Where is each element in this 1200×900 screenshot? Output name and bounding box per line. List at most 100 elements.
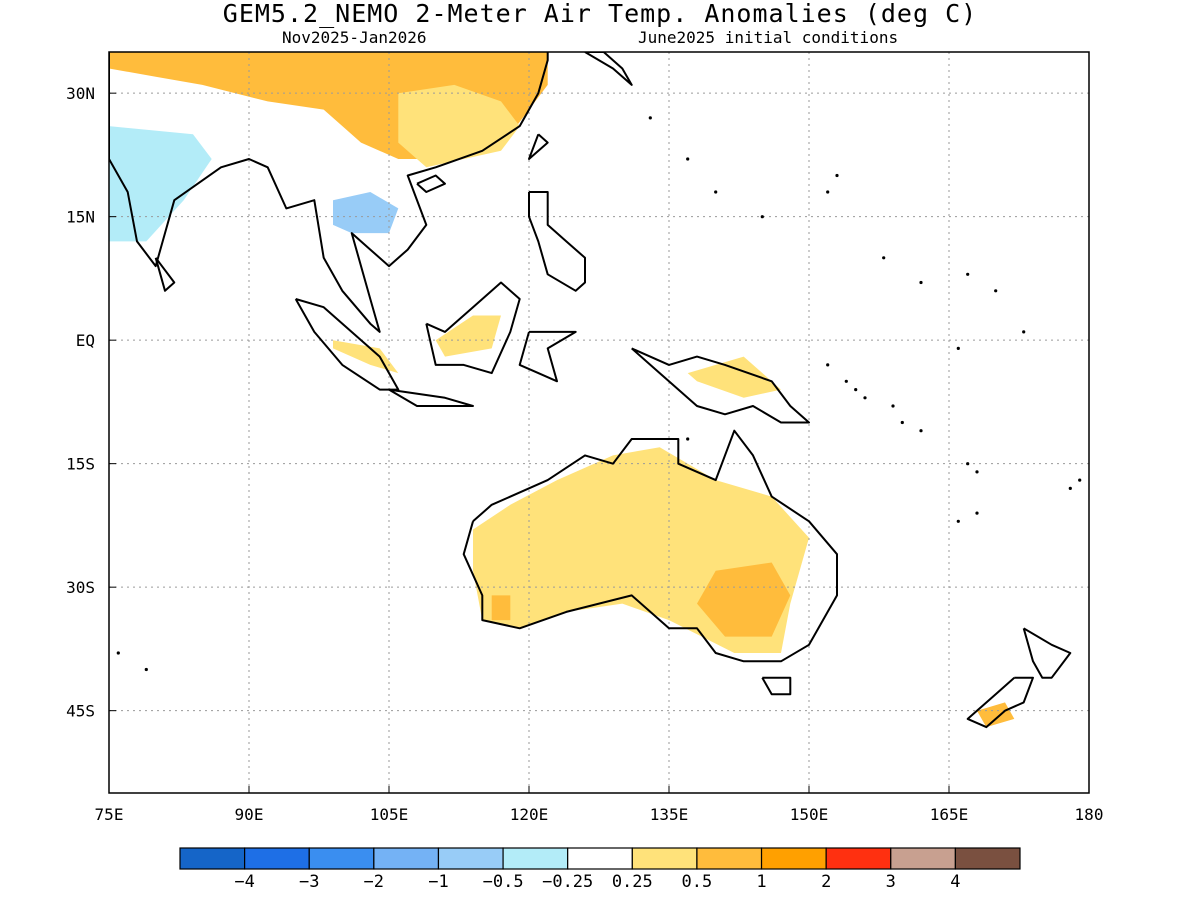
x-tick-label: 105E — [370, 805, 409, 824]
gridlines — [109, 52, 1089, 793]
anomaly-region-nz-south — [977, 702, 1015, 728]
colorbar: −4 −3 −2 −1 −0.5 −0.25 0.25 0.5 1 2 3 4 — [179, 847, 1021, 892]
x-tick-label: 75E — [95, 805, 124, 824]
colorbar-swatch — [760, 847, 827, 870]
anomaly-region-thailand-cold — [333, 192, 399, 234]
island-dot — [1022, 330, 1026, 334]
x-tick-label: 90E — [235, 805, 264, 824]
island-dot — [994, 289, 998, 293]
anomaly-fill-layer — [109, 52, 1015, 728]
colorbar-swatch — [890, 847, 956, 870]
coastline-asia-mainland — [109, 52, 549, 333]
island-dot — [835, 173, 839, 178]
coastline-australia — [462, 429, 838, 663]
island-dot — [116, 651, 120, 655]
island-dot — [686, 437, 690, 441]
x-tick-label: 165E — [930, 805, 969, 824]
colorbar-swatch — [373, 847, 440, 870]
island-dot — [975, 511, 979, 515]
colorbar-swatch — [825, 847, 892, 870]
island-dot — [956, 346, 960, 350]
latitude-ticks: 30N 15N EQ 15S 30S 45S — [66, 84, 116, 721]
island-dot — [854, 388, 858, 392]
coastline-java — [388, 388, 474, 407]
colorbar-label: −4 — [234, 872, 254, 892]
colorbar-label: 2 — [821, 872, 831, 892]
y-tick-label: 45S — [66, 702, 95, 721]
anomaly-region-borneo — [435, 315, 501, 357]
y-tick-label: EQ — [76, 331, 95, 350]
coastline-nz-south — [966, 676, 1034, 729]
island-dot — [686, 157, 690, 161]
island-dot — [919, 280, 923, 285]
coastline-philippines — [528, 191, 586, 292]
colorbar-swatch — [179, 847, 246, 870]
island-dot — [882, 256, 886, 260]
colorbar-swatch — [567, 847, 633, 870]
island-dot — [956, 519, 960, 523]
colorbar-label: 0.25 — [612, 872, 653, 892]
island-dot — [966, 272, 970, 276]
colorbar-label: −0.25 — [542, 872, 593, 892]
colorbar-label: 1 — [756, 872, 766, 892]
island-dot — [863, 396, 867, 400]
colorbar-label: −0.5 — [483, 872, 524, 892]
colorbar-swatch — [631, 847, 698, 870]
coastline-korea-japan — [584, 52, 633, 86]
forecast-period: Nov2025-Jan2026 — [282, 28, 427, 47]
island-dot — [844, 379, 848, 383]
island-dot — [1068, 486, 1072, 490]
island-dot — [919, 429, 923, 433]
anomaly-region-sumatra — [333, 340, 399, 374]
y-tick-label: 15N — [66, 208, 95, 227]
island-dot — [144, 667, 148, 672]
coastline-sri-lanka — [154, 257, 176, 292]
coastline-tasmania — [761, 676, 792, 696]
colorbar-swatch — [954, 847, 1021, 870]
colorbar-swatch — [244, 847, 310, 870]
y-tick-label: 30S — [66, 578, 95, 597]
colorbar-label: 4 — [950, 872, 960, 892]
colorbar-label: −1 — [428, 872, 448, 892]
anomaly-region-india-cold-light — [109, 126, 212, 242]
island-dot — [648, 116, 652, 120]
island-dot — [714, 190, 718, 194]
colorbar-swatch — [502, 847, 569, 870]
island-dot — [975, 470, 979, 474]
longitude-ticks: 75E 90E 105E 120E 135E 150E 165E 180 — [95, 786, 1104, 824]
island-dot — [826, 190, 830, 194]
island-dot — [760, 215, 764, 219]
colorbar-label: −3 — [299, 872, 319, 892]
map-frame — [108, 51, 1090, 794]
x-tick-label: 120E — [510, 805, 549, 824]
coastline-sulawesi — [518, 330, 577, 383]
coastlines — [109, 52, 1082, 729]
island-dot — [826, 363, 830, 367]
island-dot — [900, 420, 904, 425]
y-tick-label: 30N — [66, 84, 95, 103]
x-tick-label: 150E — [790, 805, 829, 824]
island-dot — [966, 462, 970, 466]
anomaly-region-australia-warm-wa — [491, 595, 511, 621]
coastline-taiwan — [528, 133, 549, 160]
colorbar-label: 0.5 — [682, 872, 713, 892]
anomaly-region-png — [687, 356, 781, 398]
island-dot — [1078, 478, 1082, 482]
colorbar-swatch — [308, 847, 375, 870]
colorbar-label: −2 — [364, 872, 384, 892]
coastline-png — [631, 347, 810, 424]
x-tick-label: 135E — [650, 805, 689, 824]
colorbar-label: 3 — [886, 872, 896, 892]
anomaly-region-australia-warm — [697, 562, 791, 637]
coastline-borneo — [425, 281, 521, 375]
island-dot — [891, 404, 895, 408]
coastline-nz-north — [1022, 627, 1072, 679]
colorbar-swatch — [437, 847, 504, 870]
x-tick-label: 180 — [1075, 805, 1104, 824]
initial-conditions: June2025 initial conditions — [638, 28, 899, 47]
coastline-hainan — [416, 174, 446, 193]
colorbar-swatch — [696, 847, 763, 870]
y-tick-label: 15S — [66, 455, 95, 474]
map-title: GEM5.2_NEMO 2-Meter Air Temp. Anomalies … — [222, 0, 978, 28]
